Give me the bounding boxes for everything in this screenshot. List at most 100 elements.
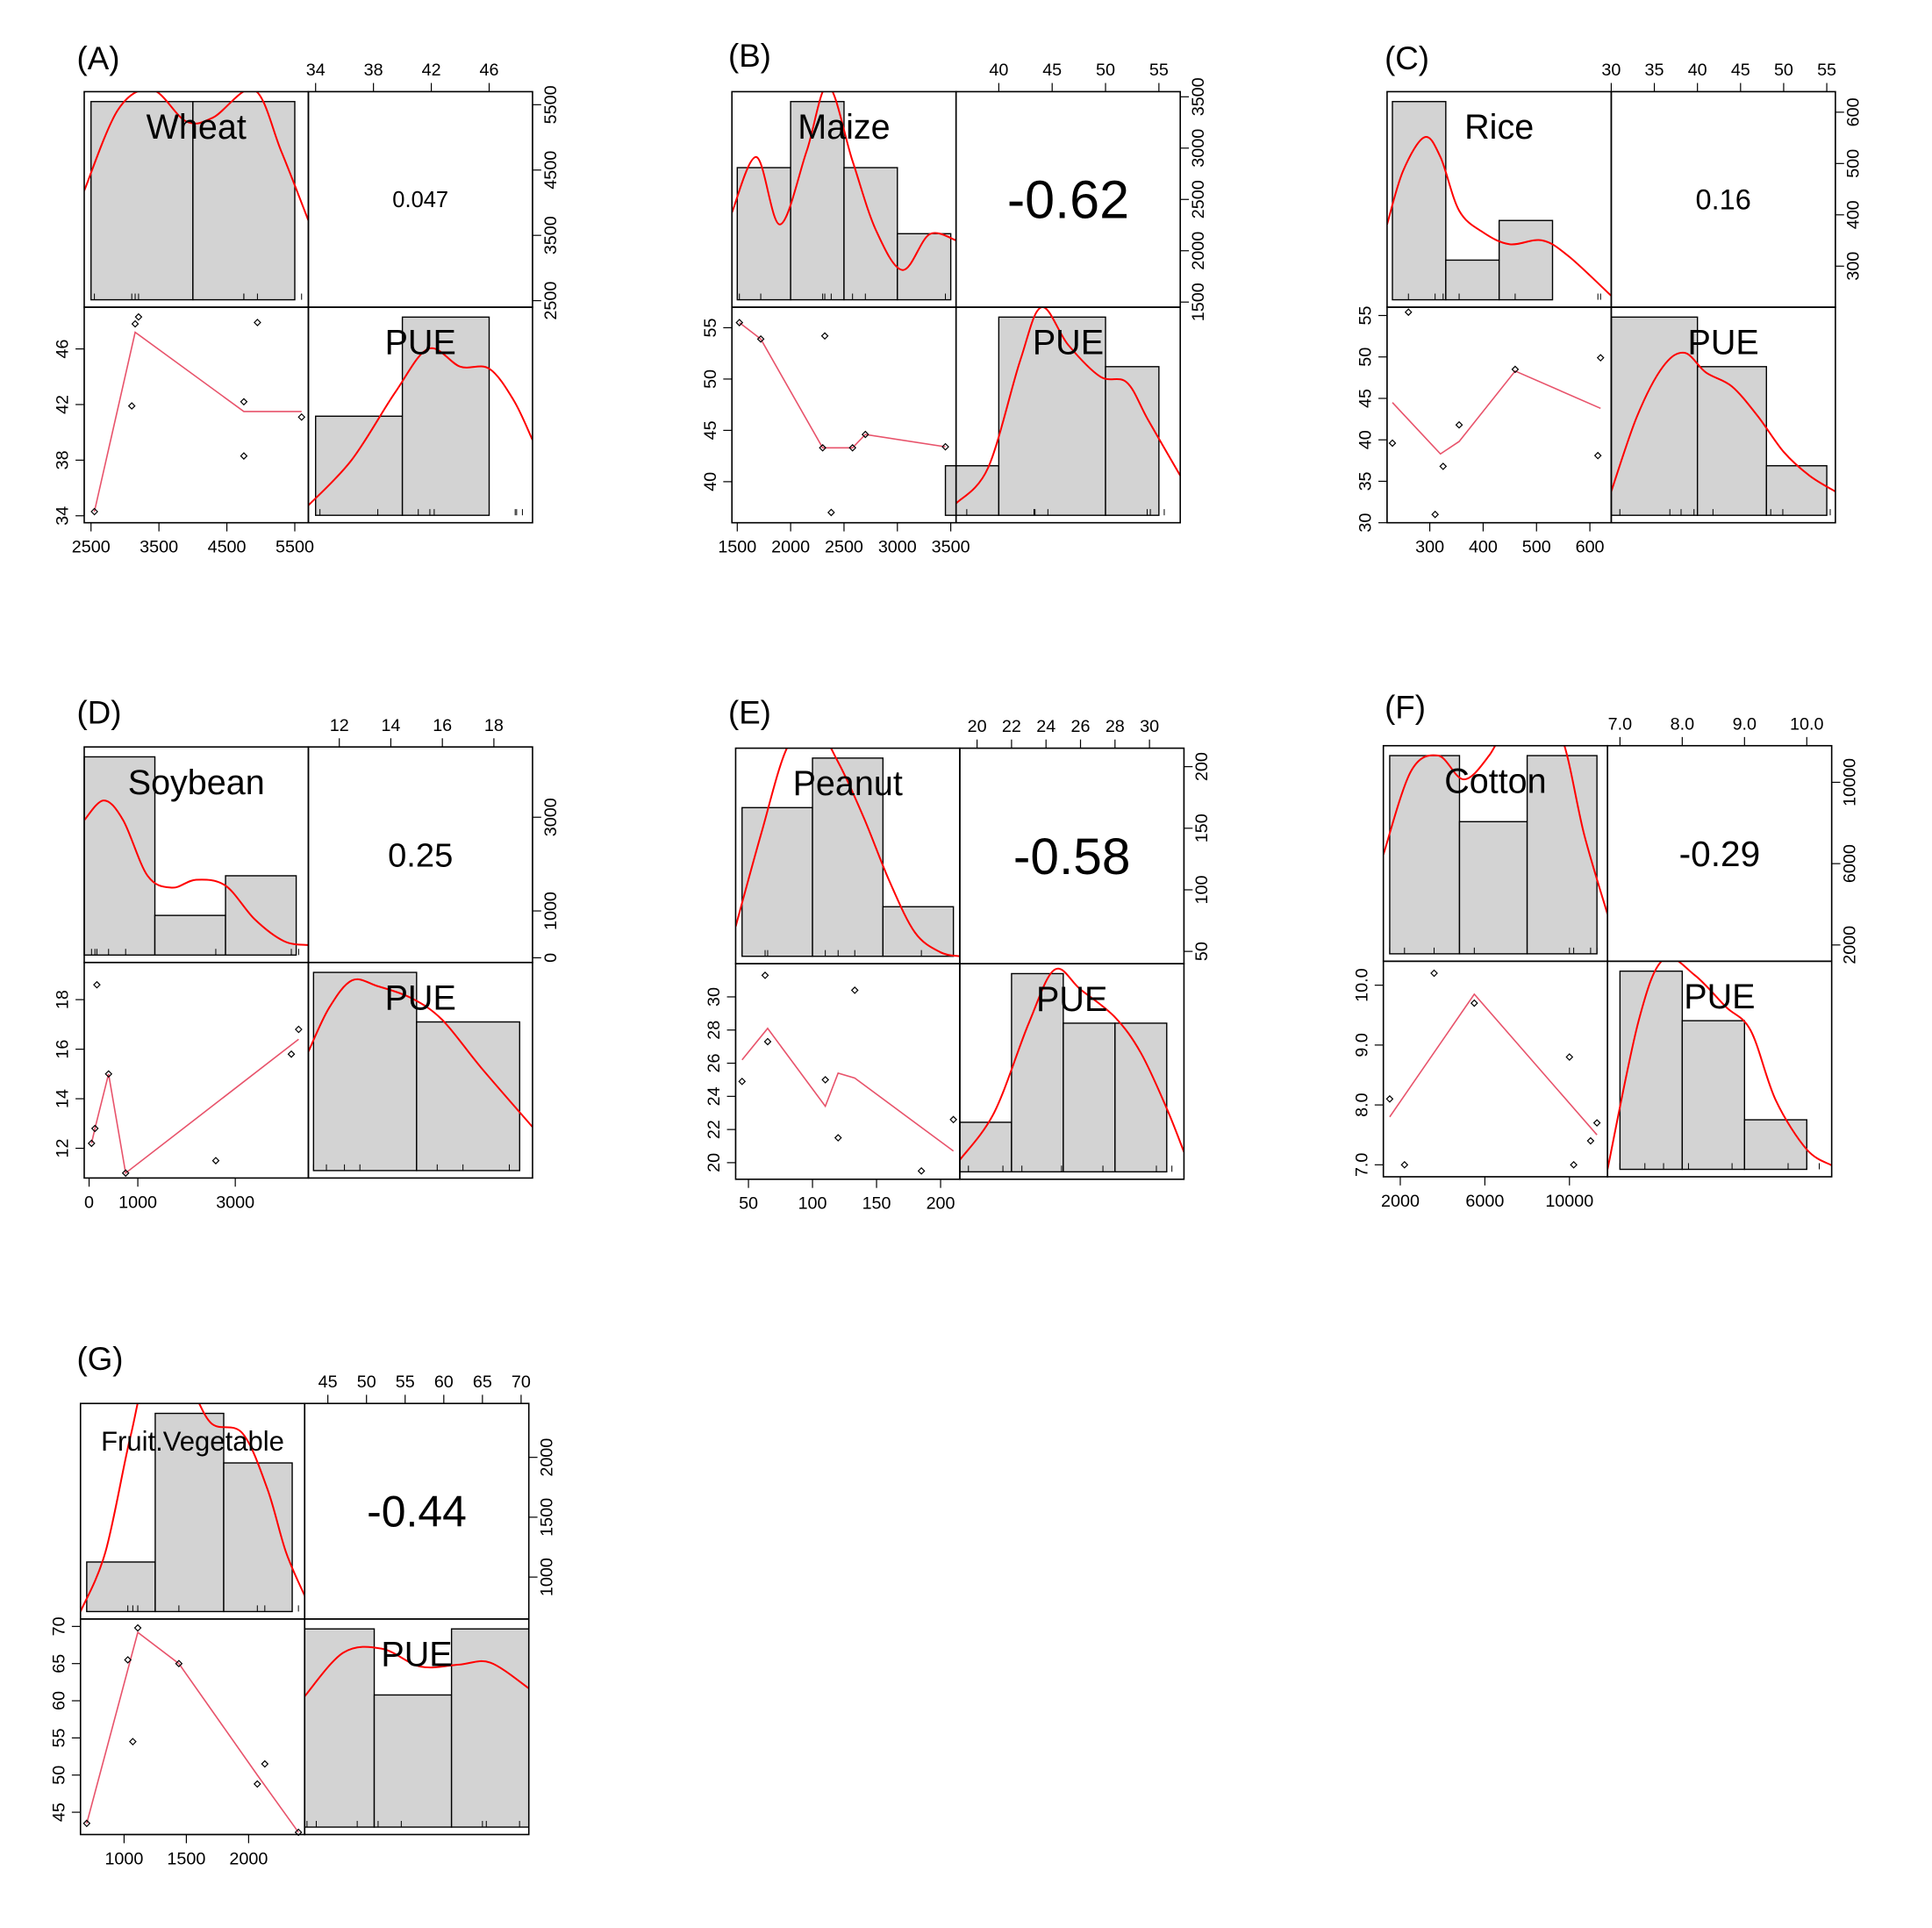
tick-label: 2000 — [771, 538, 810, 557]
tick-label: 55 — [1149, 61, 1169, 80]
scatter-point — [82, 1819, 91, 1828]
panel-label: (G) — [77, 1341, 124, 1377]
scatter-point — [90, 507, 98, 516]
scatter-point — [133, 1623, 142, 1632]
smoother-line — [1389, 993, 1598, 1136]
scatter-point — [1586, 1136, 1595, 1145]
histogram-bar — [1458, 821, 1528, 955]
scatter-point — [949, 1115, 957, 1124]
variable-name: PUE — [1036, 980, 1107, 1019]
tick-label: 300 — [1844, 252, 1864, 281]
scatter-point — [763, 1037, 772, 1046]
tick-label: 200 — [1192, 752, 1212, 781]
tick-label: 3500 — [932, 538, 970, 557]
scatter-point — [1385, 1094, 1394, 1103]
tick-label: 150 — [862, 1194, 891, 1214]
histogram-bar — [843, 167, 898, 301]
tick-label: 40 — [701, 472, 720, 491]
scatter-point — [850, 986, 859, 994]
scatter-point — [941, 442, 949, 451]
tick-label: 1000 — [104, 1849, 143, 1868]
histogram-bar — [450, 1628, 530, 1828]
variable-name: Cotton — [1444, 762, 1546, 800]
tick-label: 5500 — [541, 85, 561, 124]
scatter-point — [820, 332, 829, 340]
tick-label: 28 — [705, 1021, 724, 1040]
tick-label: 100 — [798, 1194, 827, 1214]
histogram-bar — [736, 167, 791, 301]
panel-label: (B) — [728, 38, 771, 74]
histogram-bar — [1063, 1022, 1116, 1173]
histogram-bar — [1526, 755, 1598, 955]
tick-label: 45 — [1731, 61, 1750, 80]
tick-label: 1000 — [541, 892, 561, 930]
tick-label: 5500 — [275, 538, 314, 557]
scatter-point — [861, 430, 869, 439]
scatter-point — [735, 319, 744, 326]
histogram-bar — [154, 914, 226, 956]
tick-label: 3000 — [878, 538, 917, 557]
tick-label: 0 — [84, 1193, 94, 1212]
density-curve — [83, 91, 309, 221]
panel-label: (F) — [1385, 690, 1426, 726]
tick-label: 35 — [1356, 471, 1376, 491]
tick-label: 9.0 — [1352, 1033, 1371, 1057]
tick-label: 18 — [484, 716, 504, 735]
scatter-point — [261, 1760, 269, 1768]
scatter-point — [1431, 510, 1440, 519]
density-curve — [304, 1645, 529, 1697]
tick-label: 6000 — [1840, 844, 1859, 883]
tick-label: 60 — [49, 1691, 68, 1710]
tick-label: 46 — [480, 61, 499, 80]
tick-label: 3500 — [541, 216, 561, 254]
panel-4: (D)Soybean PUE 0.25 0 1000 3000 12 14 16 18 12 14 16… — [54, 694, 561, 1212]
histogram-bar — [790, 101, 845, 301]
tick-label: 150 — [1192, 813, 1212, 842]
correlation-value: -0.62 — [1007, 170, 1129, 230]
histogram-bar — [225, 875, 297, 956]
scatter-point — [294, 1828, 303, 1837]
tick-label: 38 — [54, 450, 73, 469]
tick-label: 42 — [54, 395, 73, 414]
density-curve — [1611, 351, 1835, 492]
tick-label: 30 — [1356, 513, 1376, 533]
histogram-bar — [1392, 101, 1447, 301]
tick-label: 14 — [54, 1089, 73, 1108]
tick-label: 50 — [1774, 61, 1793, 80]
tick-label: 26 — [1071, 717, 1091, 736]
tick-label: 3000 — [1189, 129, 1208, 168]
panel-1: (A) Wheat PUE 0.047 2500 3500 4500 5500 34 38 42 46… — [54, 40, 561, 557]
scatter-point — [90, 1124, 99, 1133]
scatter-point — [821, 1076, 829, 1084]
histogram-bar — [401, 316, 490, 516]
tick-label: 600 — [1844, 97, 1864, 126]
density-curve — [959, 967, 1184, 1161]
histogram-bar — [1114, 1022, 1168, 1173]
histogram-bar — [1681, 1020, 1746, 1171]
tick-label: 70 — [49, 1616, 68, 1636]
panel-5: (E) Peanut PUE -0.58 50 100 150 200 20 22 24 26 28 30… — [705, 694, 1212, 1213]
tick-label: 45 — [701, 420, 720, 440]
scatter-point — [121, 1169, 130, 1178]
density-curve — [1386, 136, 1612, 297]
tick-label: 12 — [330, 716, 349, 735]
tick-label: 1500 — [167, 1849, 205, 1868]
tick-label: 40 — [1688, 61, 1707, 80]
tick-label: 42 — [422, 61, 441, 80]
tick-label: 7.0 — [1352, 1153, 1371, 1177]
tick-label: 2000 — [538, 1438, 557, 1477]
correlation-value: -0.44 — [367, 1487, 467, 1537]
cell-frame-bottom-right — [304, 1618, 530, 1836]
variable-name: PUE — [1684, 978, 1755, 1016]
scatter-point — [1470, 999, 1478, 1007]
panel-label: (A) — [77, 40, 120, 76]
tick-label: 55 — [1817, 61, 1836, 80]
tick-label: 2500 — [1189, 180, 1208, 219]
variable-name: Wheat — [147, 108, 247, 147]
histogram-bar — [1743, 1119, 1807, 1171]
tick-label: 2000 — [1381, 1192, 1420, 1211]
tick-label: 34 — [54, 506, 73, 526]
scatter-point — [175, 1659, 183, 1668]
histogram-bar — [1765, 465, 1828, 516]
tick-label: 50 — [1192, 942, 1212, 961]
